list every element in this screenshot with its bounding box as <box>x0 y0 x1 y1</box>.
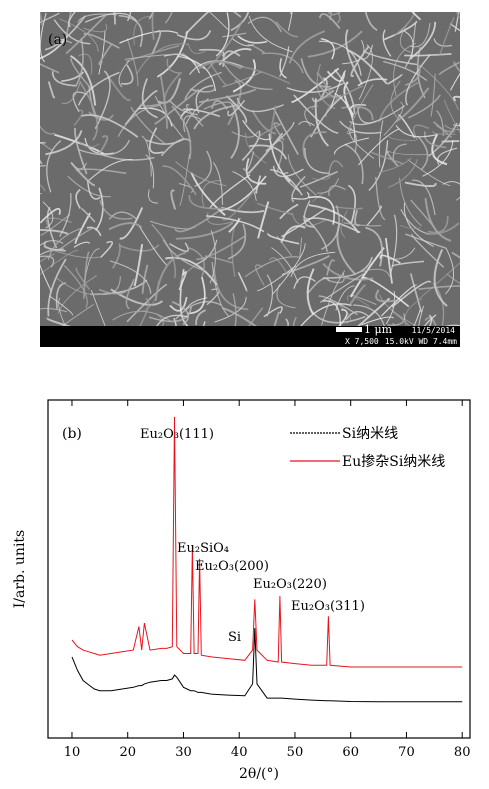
fiber <box>117 0 139 9</box>
x-axis-label: 2θ/(°) <box>239 766 279 782</box>
fiber <box>24 309 32 333</box>
fiber <box>438 0 460 12</box>
x-tick-label: 80 <box>454 745 471 760</box>
x-tick-label: 40 <box>231 745 248 760</box>
annotation: Eu₂O₃(111) <box>140 427 214 442</box>
fiber <box>442 141 459 142</box>
x-tick-label: 70 <box>398 745 415 760</box>
x-tick-label: 10 <box>64 745 81 760</box>
fiber <box>460 284 486 336</box>
fiber <box>306 0 322 10</box>
annotation: (b) <box>62 426 82 442</box>
series-line <box>72 628 462 702</box>
fiber <box>0 85 39 113</box>
fiber <box>461 243 489 284</box>
figure: 1 μm 11/5/2014 X 7,500 15.0kV WD 7.4mm (… <box>0 0 489 785</box>
fiber <box>371 2 388 6</box>
annotation: Eu₂O₃(311) <box>291 599 365 614</box>
sem-magnification: X 7,500 <box>345 337 379 346</box>
legend-label: Eu掺杂Si纳米线 <box>342 453 445 470</box>
fiber <box>8 283 30 285</box>
scale-bar <box>336 327 362 332</box>
annotation: Eu₂SiO₄ <box>177 541 229 556</box>
fiber <box>465 285 489 294</box>
fiber <box>438 0 481 11</box>
legend-label: Si纳米线 <box>342 426 398 442</box>
panel-label: (a) <box>48 32 67 48</box>
fiber <box>195 0 202 10</box>
x-tick-label: 60 <box>342 745 359 760</box>
annotation: Eu₂O₃(220) <box>253 577 327 592</box>
fiber <box>16 0 42 25</box>
fiber <box>441 0 463 6</box>
scale-bar-label: 1 μm <box>364 323 393 336</box>
sem-settings: 15.0kV WD 7.4mm <box>385 337 457 346</box>
fiber <box>2 193 42 203</box>
fiber <box>332 0 353 6</box>
fiber <box>6 166 45 171</box>
x-tick-label: 20 <box>119 745 136 760</box>
fiber <box>463 118 489 125</box>
fiber <box>45 0 64 6</box>
annotation: Eu₂O₃(200) <box>195 559 269 574</box>
fiber <box>0 18 41 29</box>
annotation: Si <box>228 630 241 645</box>
x-tick-label: 50 <box>287 745 304 760</box>
x-tick-label: 30 <box>175 745 192 760</box>
fiber <box>9 246 30 260</box>
fiber <box>13 284 34 300</box>
page: 1 μm 11/5/2014 X 7,500 15.0kV WD 7.4mm (… <box>0 0 489 789</box>
y-axis-label: I/arb. units <box>12 530 28 608</box>
sem-date: 11/5/2014 <box>412 326 456 335</box>
